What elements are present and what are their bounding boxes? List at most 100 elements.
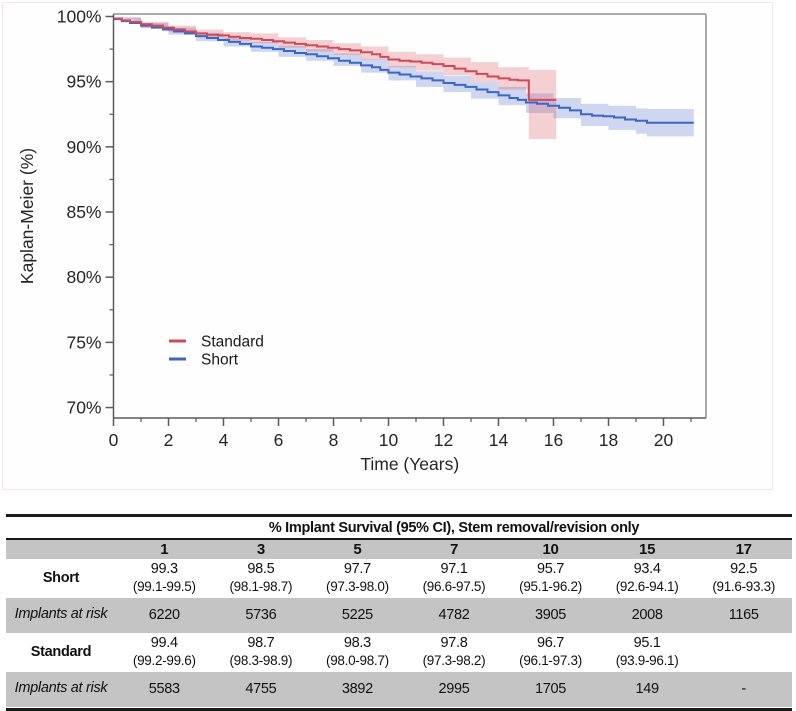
table-row-implants-at-risk: Implants at risk 5583 4755 3892 2995 1705 149- — [6, 670, 792, 708]
y-tick-label: 85% — [66, 202, 101, 222]
x-tick-label: 6 — [274, 430, 284, 450]
table-cell: 99.4 (99.2-99.6) — [116, 633, 213, 671]
table-row-standard: Standard 99.4 (99.2-99.6) 98.7 (98.3-98.9) 98… — [6, 633, 792, 671]
legend-label-standard: Standard — [201, 334, 264, 351]
estimate-value: 98.3 — [343, 635, 371, 652]
table-column-header-blank — [6, 539, 116, 560]
confidence-interval: (99.1-99.5) — [132, 578, 196, 594]
row-label: Implants at risk — [6, 670, 116, 708]
table-cell: 98.5 (98.1-98.7) — [213, 559, 310, 597]
table-cell: 98.3 (98.0-98.7) — [309, 633, 406, 671]
x-tick-label: 18 — [599, 430, 618, 450]
x-tick-label: 8 — [329, 430, 339, 450]
x-tick-label: 12 — [434, 430, 453, 450]
standard-km-line — [113, 17, 557, 101]
estimate-value: 95.1 — [633, 635, 661, 652]
table-cell: 95.7 (95.1-96.2) — [502, 559, 599, 597]
table-cell: 97.7 (97.3-98.0) — [309, 559, 406, 597]
table-column-header: 7 — [405, 539, 503, 560]
confidence-interval: (99.2-99.6) — [132, 652, 196, 668]
table-cell: 97.1 (96.6-97.5) — [406, 559, 503, 597]
table-cell: 1705 — [502, 670, 599, 708]
confidence-interval: (91.6-93.3) — [712, 578, 776, 594]
table-cell — [695, 633, 792, 671]
table-cell: 5583 — [116, 670, 213, 708]
table-cell: 6220 — [116, 596, 213, 634]
table-column-header: 10 — [502, 539, 599, 560]
table-cell: 98.7 (98.3-98.9) — [213, 633, 310, 671]
table-cell: 92.5 (91.6-93.3) — [695, 559, 792, 597]
table-cell: 96.7 (96.1-97.3) — [502, 633, 599, 671]
km-plot: 100% 95% 90% 85% 80% 75% 70% 0 2 4 6 8 10 12 14 16 18 20 T… — [17, 7, 707, 474]
table-column-header: 1 — [116, 539, 213, 560]
table-cell: 5736 — [212, 596, 310, 634]
y-tick-label: 95% — [66, 72, 101, 92]
table-corner-cell — [6, 517, 116, 540]
legend-label-short: Short — [201, 352, 239, 369]
short-km-line — [113, 18, 694, 124]
km-chart-panel: 100% 95% 90% 85% 80% 75% 70% 0 2 4 6 8 10 12 14 16 18 20 T… — [2, 2, 773, 490]
table-cell: 3892 — [309, 670, 406, 708]
y-tick-label: 100% — [57, 7, 102, 27]
confidence-interval: (95.1-96.2) — [519, 578, 582, 594]
table-column-header: 17 — [695, 539, 792, 560]
x-tick-label: 16 — [544, 430, 563, 450]
table-row-implants-at-risk: Implants at risk 6220 5736 5225 4782 3905 2008… — [6, 596, 792, 634]
x-tick-label: 14 — [489, 430, 509, 450]
confidence-interval: (92.6-94.1) — [615, 578, 679, 594]
x-tick-label: 4 — [219, 430, 229, 450]
estimate-value: 93.4 — [633, 561, 661, 578]
table-cell: 1165 — [695, 596, 792, 634]
confidence-interval: (96.1-97.3) — [519, 652, 582, 668]
table-cell: 5225 — [309, 596, 406, 634]
estimate-value: 96.7 — [537, 635, 565, 652]
estimate-value: 98.5 — [247, 561, 275, 578]
table-cell: 93.4 (92.6-94.1) — [599, 559, 696, 597]
x-tick-label: 2 — [164, 430, 174, 450]
confidence-interval: (96.6-97.5) — [422, 578, 486, 594]
table-cell: 4782 — [405, 596, 503, 634]
confidence-interval: (98.3-98.9) — [229, 652, 293, 668]
y-tick-label: 90% — [66, 137, 101, 157]
estimate-value: 97.1 — [440, 561, 468, 578]
x-tick-label: 20 — [654, 430, 674, 450]
table-cell: 2995 — [405, 670, 503, 708]
estimate-value: 99.3 — [150, 561, 178, 578]
estimate-value: 92.5 — [730, 561, 758, 578]
table-row-short: Short 99.3 (99.1-99.5) 98.5 (98.1-98.7) 97.7(… — [6, 559, 792, 597]
y-tick-label: 80% — [66, 267, 101, 287]
table-cell: 95.1 (93.9-96.1) — [599, 633, 696, 671]
table-span-header: % Implant Survival (95% CI), Stem remova… — [116, 517, 792, 540]
confidence-interval: (97.3-98.0) — [326, 578, 389, 594]
estimate-value: 98.7 — [247, 635, 275, 652]
row-label: Implants at risk — [6, 596, 116, 634]
table-cell: 2008 — [598, 596, 696, 634]
table-column-header: 15 — [598, 539, 696, 560]
table-column-header-row: 1 3 5 7 10 15 17 — [6, 539, 792, 560]
x-axis-title: Time (Years) — [360, 454, 459, 474]
table-cell: - — [695, 670, 792, 708]
row-label: Short — [6, 559, 116, 597]
confidence-interval: (97.3-98.2) — [422, 652, 486, 668]
row-label: Standard — [6, 633, 116, 671]
confidence-interval: (98.1-98.7) — [229, 578, 293, 594]
estimate-value: 97.8 — [440, 635, 468, 652]
implant-survival-table: % Implant Survival (95% CI), Stem remova… — [6, 514, 792, 711]
estimate-value: 95.7 — [537, 561, 565, 578]
y-tick-label: 70% — [66, 398, 101, 418]
x-tick-label: 10 — [379, 430, 399, 450]
estimate-value: 97.7 — [343, 561, 371, 578]
table-cell: 3905 — [502, 596, 599, 634]
table-cell: 97.8 (97.3-98.2) — [406, 633, 503, 671]
estimate-value: 99.4 — [150, 635, 178, 652]
table-cell: 149 — [598, 670, 696, 708]
confidence-interval: (93.9-96.1) — [615, 652, 679, 668]
standard-ci-band — [113, 17, 557, 140]
table-span-header-row: % Implant Survival (95% CI), Stem remova… — [6, 517, 792, 540]
table-column-header: 5 — [309, 539, 406, 560]
x-tick-label: 0 — [109, 430, 119, 450]
table-cell: 99.3 (99.1-99.5) — [116, 559, 213, 597]
table-column-header: 3 — [212, 539, 310, 560]
y-axis-title: Kaplan-Meier (%) — [17, 148, 37, 284]
implant-survival-table-grid: % Implant Survival (95% CI), Stem remova… — [6, 517, 792, 708]
